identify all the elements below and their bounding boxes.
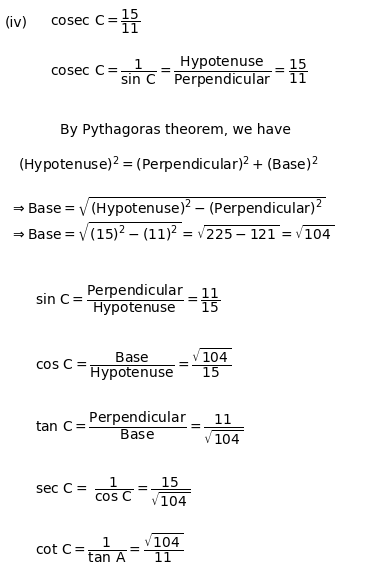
Text: $\mathrm{cosec\ C}=\dfrac{1}{\mathrm{sin\ C}}=\dfrac{\mathrm{Hypotenuse}}{\mathr: $\mathrm{cosec\ C}=\dfrac{1}{\mathrm{sin…	[50, 54, 308, 89]
Text: $\mathrm{(Hypotenuse)^2=(Perpendicular)^2+(Base)^2}$: $\mathrm{(Hypotenuse)^2=(Perpendicular)^…	[18, 154, 318, 176]
Text: $\mathrm{sin\ C}=\dfrac{\mathrm{Perpendicular}}{\mathrm{Hypotenuse}}=\dfrac{11}{: $\mathrm{sin\ C}=\dfrac{\mathrm{Perpendi…	[35, 282, 220, 317]
Text: $\mathrm{cot\ C}=\dfrac{1}{\mathrm{tan\ A}}=\dfrac{\sqrt{104}}{11}$: $\mathrm{cot\ C}=\dfrac{1}{\mathrm{tan\ …	[35, 531, 183, 564]
Text: $\mathrm{cosec\ C}=\dfrac{15}{11}$: $\mathrm{cosec\ C}=\dfrac{15}{11}$	[50, 8, 140, 36]
Text: $\mathrm{cos\ C}=\dfrac{\mathrm{Base}}{\mathrm{Hypotenuse}}=\dfrac{\sqrt{104}}{1: $\mathrm{cos\ C}=\dfrac{\mathrm{Base}}{\…	[35, 347, 231, 383]
Text: $\mathrm{sec\ C}=\ \dfrac{1}{\mathrm{cos\ C}}=\dfrac{15}{\sqrt{104}}$: $\mathrm{sec\ C}=\ \dfrac{1}{\mathrm{cos…	[35, 476, 190, 509]
Text: $\Rightarrow\mathrm{Base}=\sqrt{(15)^2-(11)^2}=\sqrt{225-121}=\sqrt{104}$: $\Rightarrow\mathrm{Base}=\sqrt{(15)^2-(…	[10, 220, 334, 244]
Text: $\mathrm{tan\ C}=\dfrac{\mathrm{Perpendicular}}{\mathrm{Base}}=\dfrac{11}{\sqrt{: $\mathrm{tan\ C}=\dfrac{\mathrm{Perpendi…	[35, 409, 243, 446]
Text: $\Rightarrow\mathrm{Base}=\sqrt{\mathrm{(Hypotenuse)^2-(Perpendicular)^2}}$: $\Rightarrow\mathrm{Base}=\sqrt{\mathrm{…	[10, 195, 325, 219]
Text: (iv): (iv)	[5, 15, 28, 29]
Text: By Pythagoras theorem, we have: By Pythagoras theorem, we have	[60, 123, 291, 137]
